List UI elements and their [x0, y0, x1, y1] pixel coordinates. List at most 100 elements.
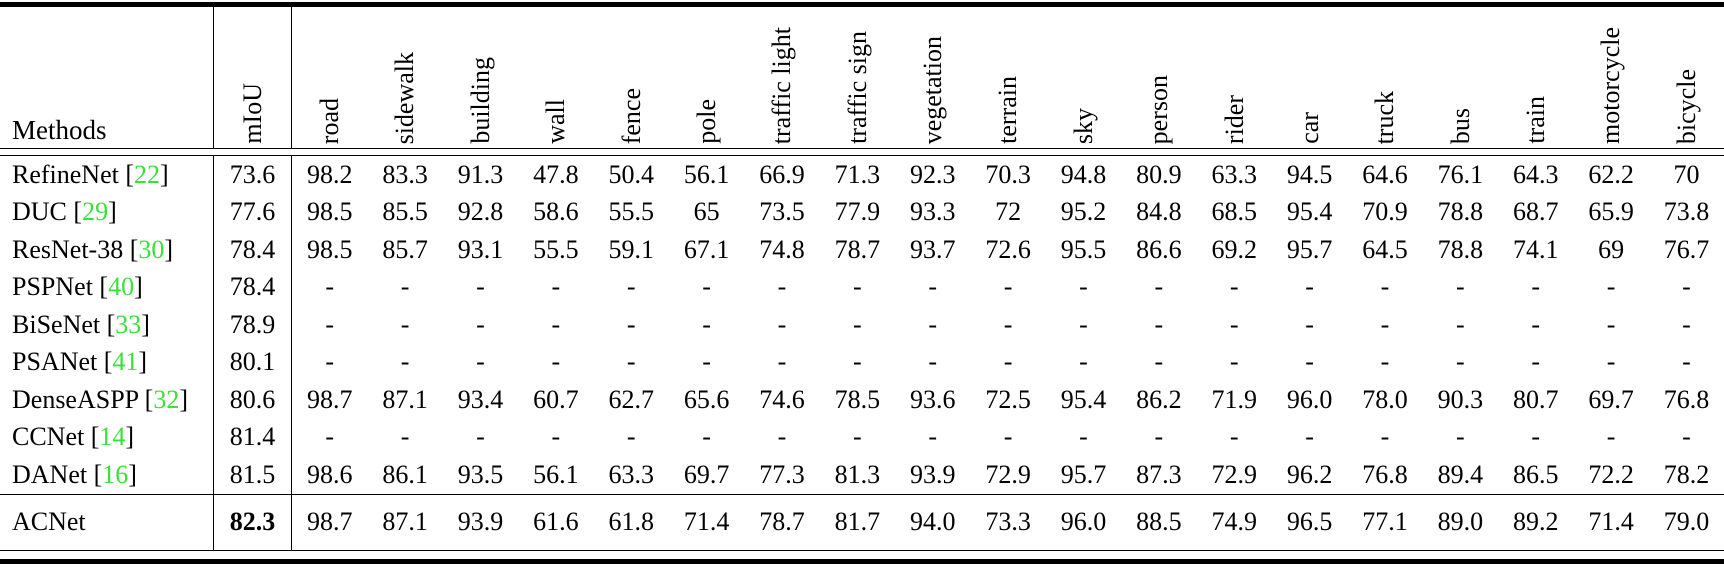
value-cell: 50.4 — [608, 159, 654, 189]
value-cell: 85.7 — [382, 234, 428, 264]
value-cell: 93.9 — [909, 459, 956, 489]
method-label: PSANet [41] — [12, 347, 148, 377]
value-cell: 62.7 — [608, 384, 654, 414]
citation-link[interactable]: 29 — [82, 197, 109, 227]
value-cell: 78.8 — [1437, 197, 1484, 227]
value-cell: 73.3 — [985, 507, 1031, 536]
value-cell: 62.2 — [1588, 159, 1634, 189]
value-cell: 96.0 — [1286, 384, 1333, 414]
value-cell: 69 — [1598, 234, 1625, 264]
value-cell: 89.4 — [1437, 459, 1484, 489]
column-header-terrain: terrain — [970, 7, 1045, 148]
value-cell: - — [1229, 422, 1239, 452]
value-cell: - — [1380, 309, 1390, 339]
method-name: ResNet-38 [30] — [0, 231, 214, 269]
citation-link[interactable]: 16 — [102, 459, 129, 489]
value-cell: 79.0 — [1663, 507, 1710, 536]
citation-link[interactable]: 14 — [99, 422, 126, 452]
value-cell: - — [551, 422, 561, 452]
column-header-train: train — [1498, 7, 1573, 148]
value-cell: 68.7 — [1512, 197, 1559, 227]
value-cell: - — [1079, 272, 1088, 302]
value-cell: - — [626, 422, 636, 452]
value-cell: - — [1003, 309, 1013, 339]
value-cell: 85.5 — [382, 197, 428, 227]
value-cell: 92.3 — [909, 159, 956, 189]
value-cell: 55.5 — [533, 234, 579, 264]
value-cell: 59.1 — [608, 234, 654, 264]
value-cell: 74.6 — [759, 384, 805, 414]
value-cell: 87.3 — [1136, 459, 1182, 489]
value-cell: - — [1229, 272, 1239, 302]
citation-link[interactable]: 33 — [115, 309, 142, 339]
method-label: CCNet [14] — [12, 422, 135, 452]
value-cell: 58.6 — [533, 197, 579, 227]
value-cell: 77.1 — [1362, 507, 1408, 536]
value-cell: - — [551, 309, 561, 339]
table-row-denseaspp: DenseASPP [32] 80.6 98.7 87.1 93.4 60.7 62.7 65… — [0, 381, 1724, 419]
value-cell: - — [852, 309, 862, 339]
value-cell: - — [702, 309, 711, 339]
method-label: DenseASPP [32] — [12, 384, 188, 414]
citation-link[interactable]: 32 — [153, 384, 180, 414]
value-cell: 91.3 — [457, 159, 504, 189]
column-header-bus: bus — [1423, 7, 1498, 148]
miou-value: 73.6 — [214, 156, 292, 194]
value-cell: - — [1305, 309, 1314, 339]
table-body: RefineNet [22] 73.6 98.2 83.3 91.3 47.8 50.4 56… — [0, 156, 1724, 551]
value-cell: 66.9 — [759, 159, 805, 189]
citation-link[interactable]: 22 — [134, 159, 161, 189]
value-cell: 76.7 — [1663, 234, 1710, 264]
column-header-fence: fence — [594, 7, 669, 148]
value-cell: 87.1 — [382, 507, 428, 536]
value-cell: 63.3 — [608, 459, 654, 489]
value-cell: 94.8 — [1060, 159, 1107, 189]
value-cell: 96.0 — [1060, 507, 1107, 536]
column-header-label: terrain — [993, 76, 1023, 144]
value-cell: - — [626, 309, 636, 339]
value-cell: - — [1531, 309, 1541, 339]
value-cell: 77.3 — [759, 459, 805, 489]
table-row-acnet: ACNet 82.3 98.7 87.1 93.9 61.6 61.8 71.4 78.7 81.… — [0, 493, 1724, 551]
value-cell: - — [1154, 272, 1164, 302]
value-cell: - — [626, 272, 636, 302]
value-cell: - — [1305, 272, 1314, 302]
column-header-bicycle: bicycle — [1649, 7, 1724, 148]
value-cell: - — [702, 272, 711, 302]
value-cell: 70.9 — [1362, 197, 1408, 227]
citation-link[interactable]: 41 — [112, 347, 139, 377]
value-cell: 72.9 — [985, 459, 1031, 489]
top-rule — [0, 2, 1724, 7]
citation-link[interactable]: 30 — [138, 234, 165, 264]
value-cell: - — [702, 422, 711, 452]
value-cell: - — [1682, 422, 1691, 452]
value-cell: 56.1 — [683, 159, 730, 189]
value-cell: - — [551, 272, 561, 302]
citation-link[interactable]: 40 — [108, 272, 135, 302]
value-cell: - — [777, 272, 787, 302]
table-row-pspnet: PSPNet [40] 78.4 - - - - - - - - - - - - - - - - - - - — [0, 268, 1724, 306]
value-cell: 90.3 — [1437, 384, 1484, 414]
value-cell: 86.6 — [1136, 234, 1182, 264]
column-header-label: sky — [1068, 107, 1098, 144]
value-cell: 77.9 — [834, 197, 881, 227]
value-cell: - — [626, 347, 636, 377]
value-cell: 95.4 — [1286, 197, 1333, 227]
column-header-traffic-sign: traffic sign — [820, 7, 895, 148]
column-header-label: wall — [541, 99, 571, 144]
bottom-rule — [0, 558, 1724, 564]
value-cell: - — [476, 347, 485, 377]
value-cell: - — [400, 347, 410, 377]
value-cell: - — [1003, 347, 1013, 377]
value-cell: 70 — [1673, 159, 1700, 189]
value-cell: 88.5 — [1136, 507, 1182, 536]
value-cell: - — [928, 272, 938, 302]
table-row-duc: DUC [29] 77.6 98.5 85.5 92.8 58.6 55.5 65 73.5 77… — [0, 193, 1724, 231]
value-cell: - — [1003, 422, 1013, 452]
value-cell: 98.6 — [306, 459, 353, 489]
value-cell: 63.3 — [1211, 159, 1257, 189]
value-cell: - — [325, 347, 335, 377]
value-cell: - — [777, 422, 787, 452]
column-header-wall: wall — [518, 7, 593, 148]
